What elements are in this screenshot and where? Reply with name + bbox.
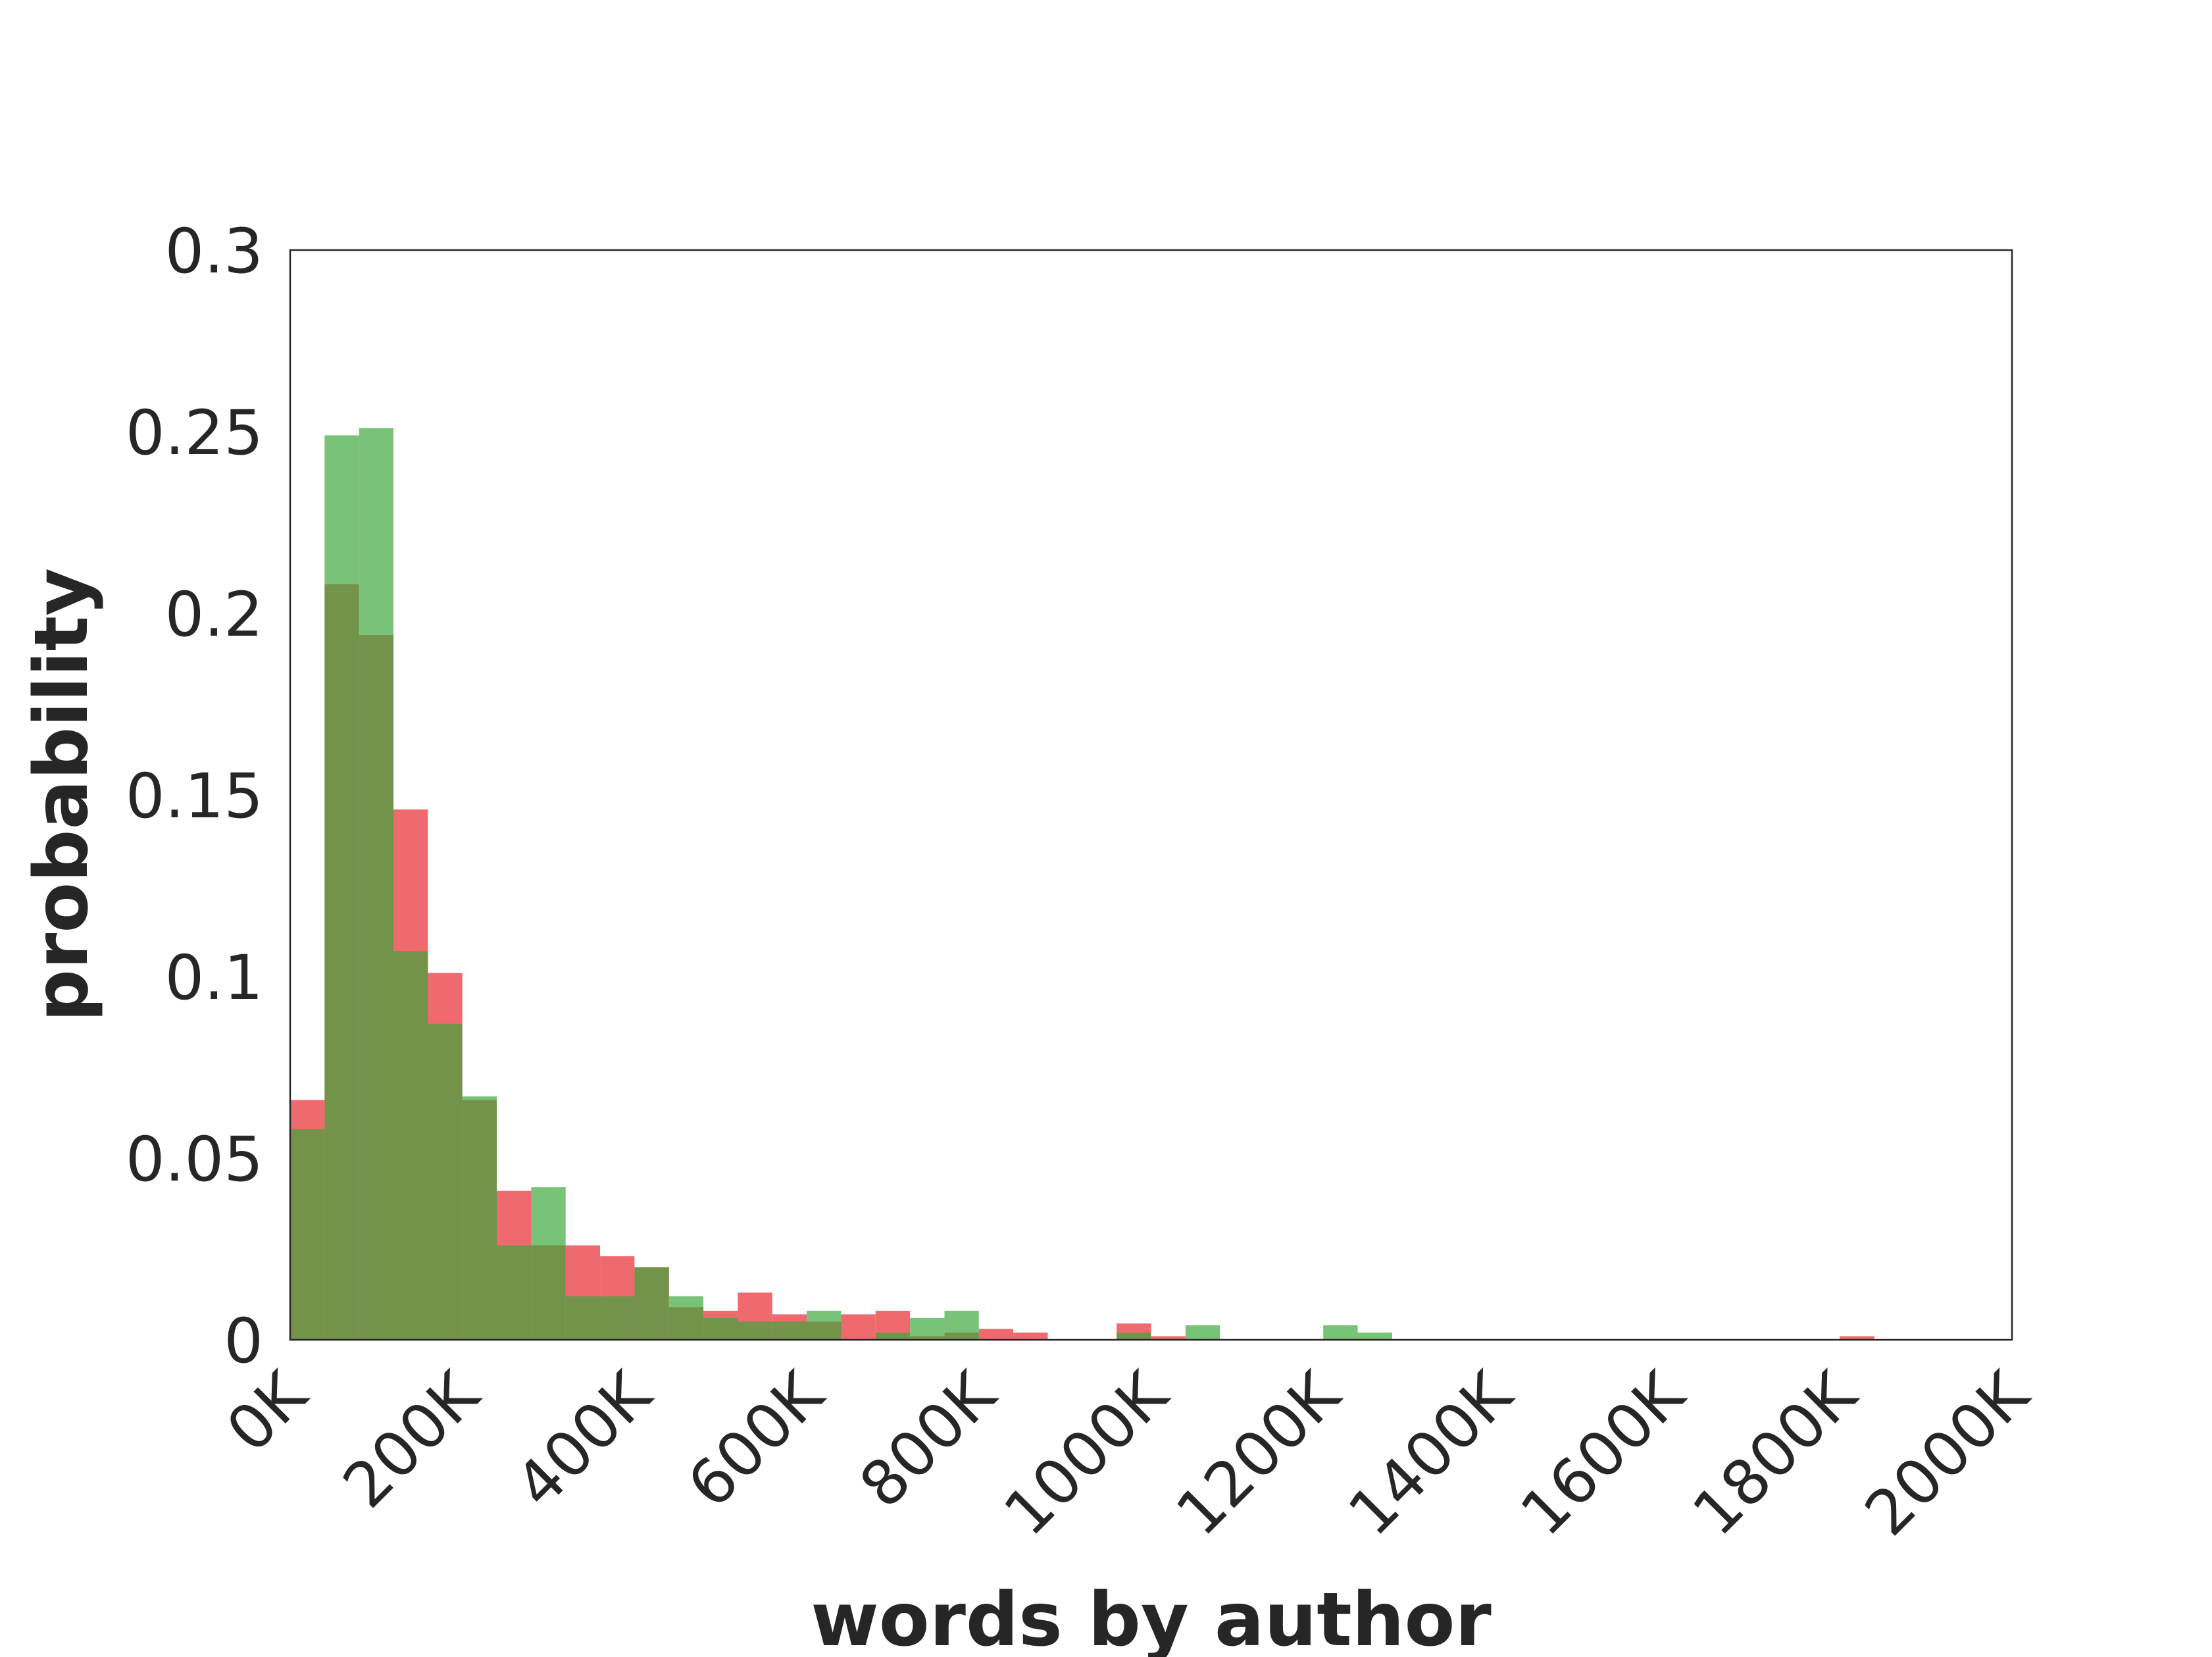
y-tick-label: 0.1 (165, 942, 264, 1014)
histogram-bar-series-2 (875, 1332, 911, 1340)
histogram-bar-series-2 (668, 1296, 704, 1340)
histogram-bar-series-2 (462, 1096, 497, 1340)
y-tick-label: 0.25 (126, 397, 263, 469)
y-tick-label: 0.3 (165, 216, 264, 288)
histogram-bar-series-2 (703, 1317, 738, 1340)
histogram-bar-series-2 (393, 951, 428, 1340)
histogram-bar-series-2 (944, 1310, 979, 1340)
histogram-bar-series-1 (1151, 1336, 1186, 1340)
y-axis-title: probability (19, 568, 105, 1022)
histogram-bar-series-2 (428, 1023, 463, 1340)
histogram-bar-series-2 (634, 1267, 669, 1340)
histogram-bar-series-2 (1117, 1332, 1151, 1340)
plot-frame (289, 249, 2013, 1341)
x-axis-title: words by author (811, 1577, 1491, 1657)
histogram-bar-series-2 (324, 435, 359, 1340)
y-axis-ticks: 0 0.05 0.1 0.15 0.2 0.25 0.3 (126, 216, 263, 1377)
histogram-bar-series-1 (978, 1329, 1014, 1340)
histogram-bar-series-1 (841, 1314, 876, 1340)
histogram-bar-series-2 (359, 428, 394, 1340)
histogram-bar-series-2 (1185, 1325, 1220, 1340)
histogram-bar-series-2 (738, 1321, 772, 1340)
y-tick-label: 0 (224, 1306, 263, 1377)
histogram-bar-series-2 (910, 1317, 945, 1340)
y-tick-label: 0.15 (126, 761, 263, 832)
histogram-bar-series-2 (1323, 1325, 1358, 1340)
histogram-bar-series-2 (807, 1310, 842, 1340)
histogram-bar-series-2 (600, 1296, 635, 1340)
histogram-bar-series-1 (1840, 1336, 1874, 1340)
histogram-bar-series-2 (565, 1296, 601, 1340)
histogram-bar-series-1 (1013, 1332, 1048, 1340)
histogram-bar-series-2 (772, 1321, 807, 1340)
y-tick-label: 0.2 (165, 579, 264, 651)
histogram-bar-series-2 (497, 1245, 532, 1340)
histogram-bar-series-2 (290, 1129, 325, 1340)
histogram-bar-series-2 (1357, 1332, 1392, 1340)
histogram-bar-series-2 (531, 1187, 566, 1340)
histogram-bars (290, 428, 1874, 1340)
y-tick-label: 0.05 (126, 1124, 263, 1196)
